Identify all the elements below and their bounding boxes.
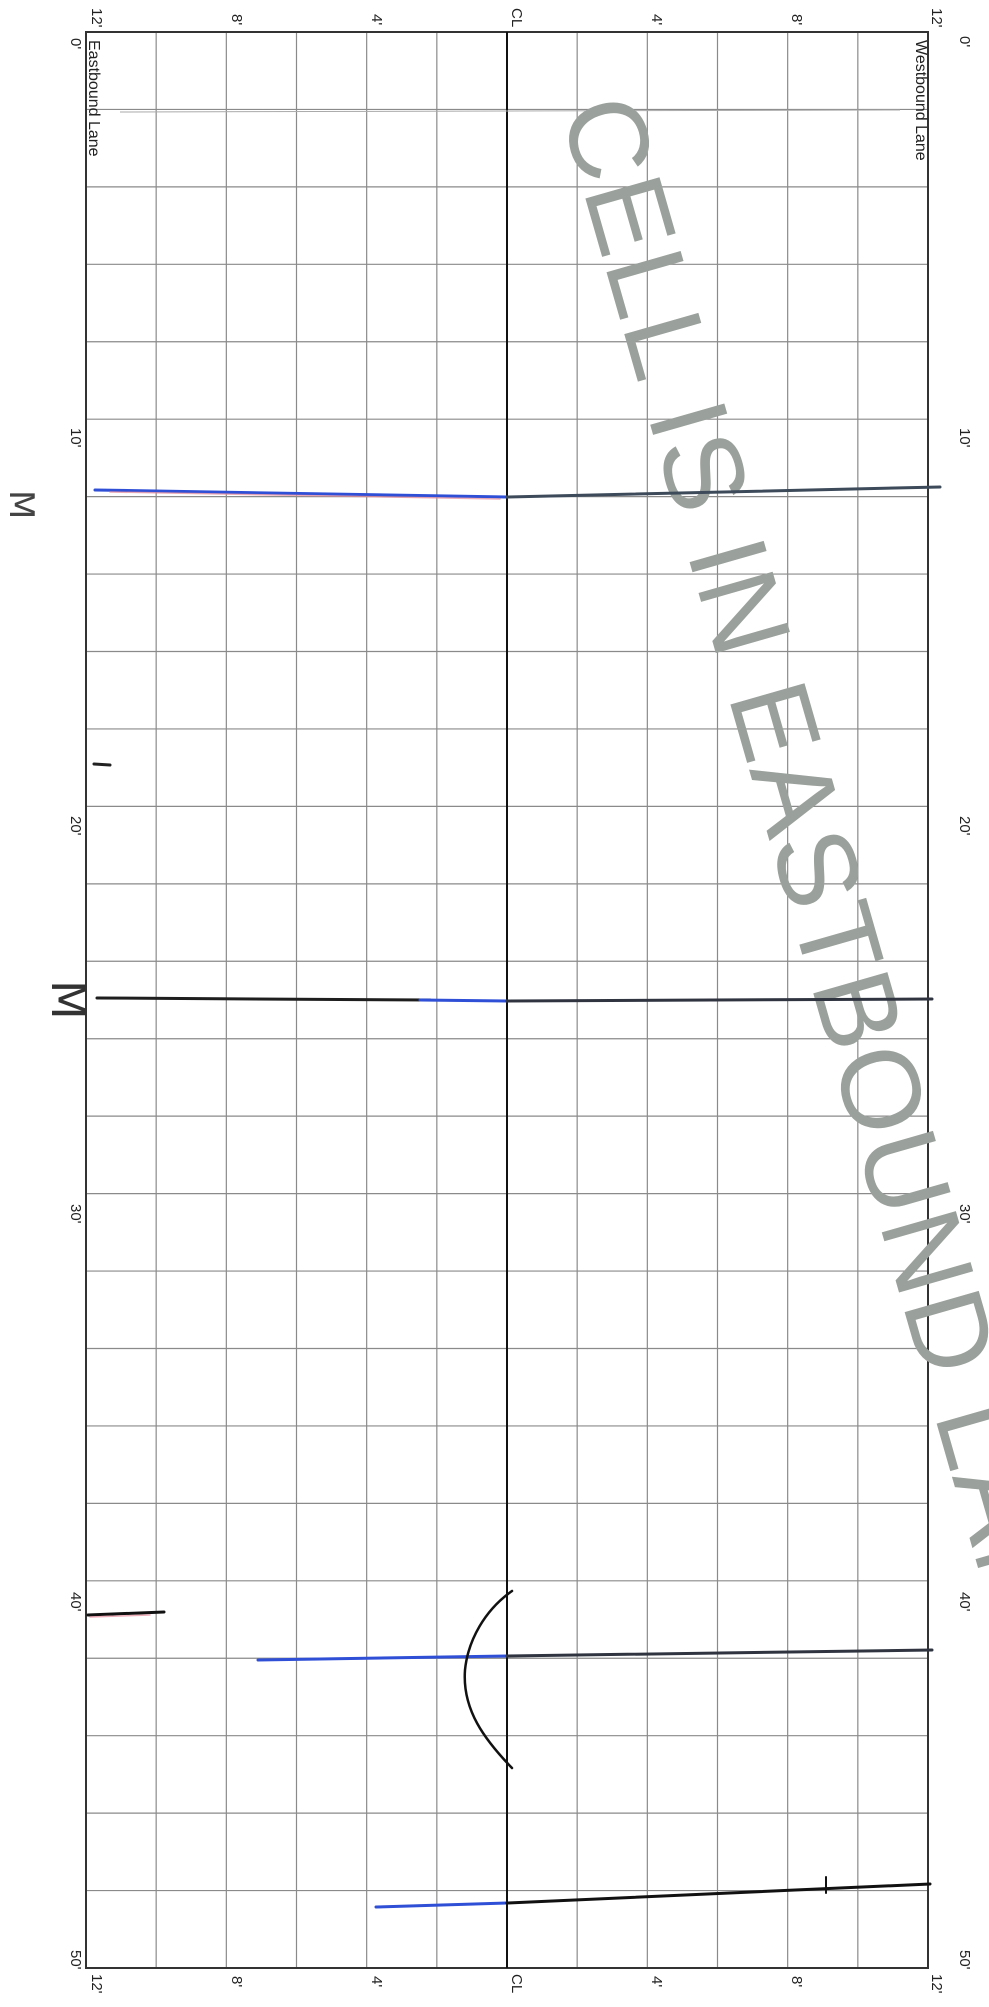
bottom-offset-label: 4' [368, 1976, 385, 1987]
right-station-label: 0' [956, 36, 973, 47]
stamp-cell-is-in-eastbound-lane: CELL IS IN EASTBOUND LANE [537, 82, 989, 1710]
curved-crack [463, 1589, 514, 1770]
transverse-crack-line [505, 1882, 932, 1905]
eastbound-lane-label: Eastbound Lane [85, 40, 102, 157]
top-offset-label: 8' [228, 14, 245, 25]
left-station-label: 30' [67, 1204, 84, 1224]
right-station-label: 30' [956, 1204, 973, 1224]
transverse-crack-line [505, 485, 942, 499]
handwritten-marks: M M [1, 490, 95, 1020]
bottom-offset-label: 8' [228, 1976, 245, 1987]
right-station-label: 50' [956, 1950, 973, 1970]
hand-drawn-cracks [86, 485, 942, 1909]
short-crack-mark [89, 1614, 151, 1618]
bottom-offset-label: 4' [648, 1976, 665, 1987]
top-offset-label: 12' [88, 8, 105, 28]
handwritten-m-mark: M [41, 980, 95, 1020]
transverse-crack-line [505, 1648, 934, 1658]
left-station-labels: 0' 10' 20' 30' 40' 50' [67, 38, 84, 1970]
right-station-label: 10' [956, 428, 973, 448]
transverse-crack-line [256, 1654, 509, 1662]
handwritten-m-mark: M [1, 490, 41, 519]
short-crack-mark [86, 1610, 166, 1617]
top-offset-label: 4' [368, 14, 385, 25]
transverse-crack-line [93, 488, 509, 499]
right-station-labels: 0' 10' 20' 30' 40' 50' [956, 36, 973, 1970]
bottom-offset-label: 12' [88, 1974, 105, 1994]
transverse-crack-line [418, 998, 509, 1003]
left-station-label: 0' [67, 38, 84, 49]
transverse-crack-line [109, 491, 501, 500]
top-offset-labels: 12' 8' 4' CL 4' 8' 12' [88, 8, 945, 28]
faint-guide-line [119, 109, 901, 113]
transverse-crack-line [505, 997, 934, 1003]
top-offset-label: 12' [928, 8, 945, 28]
transverse-crack-line [95, 996, 432, 1002]
top-offset-label: 8' [788, 14, 805, 25]
bottom-offset-label: 12' [928, 1974, 945, 1994]
bottom-offset-label: CL [508, 1974, 525, 1993]
top-offset-label: 4' [648, 14, 665, 25]
left-station-label: 40' [67, 1592, 84, 1612]
right-station-label: 20' [956, 816, 973, 836]
bottom-offset-label: 8' [788, 1976, 805, 1987]
bottom-offset-labels: 12' 8' 4' CL 4' 8' 12' [88, 1974, 945, 1994]
right-station-label: 40' [956, 1592, 973, 1612]
left-station-label: 10' [67, 428, 84, 448]
transverse-crack-line [374, 1901, 509, 1909]
left-station-label: 20' [67, 816, 84, 836]
top-offset-label: CL [508, 8, 525, 27]
short-crack-mark [92, 762, 112, 767]
left-station-label: 50' [67, 1950, 84, 1970]
westbound-lane-label: Westbound Lane [912, 40, 929, 161]
